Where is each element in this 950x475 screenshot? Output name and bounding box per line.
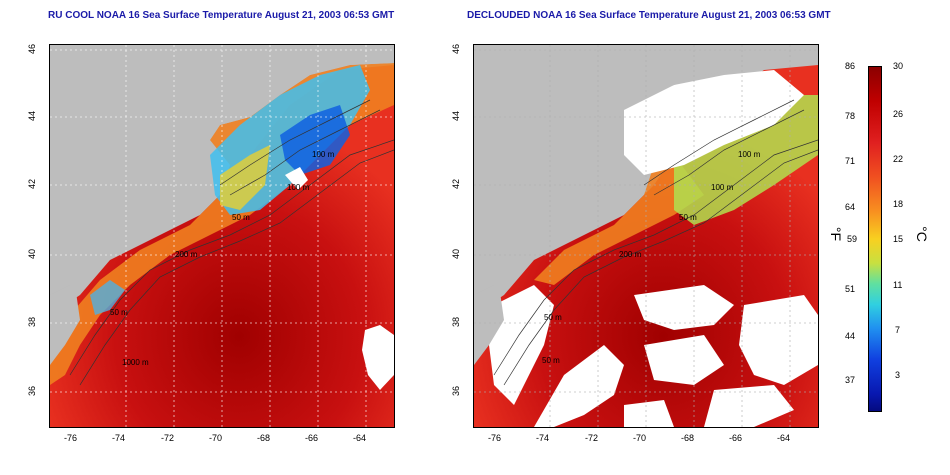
- contour-label: 200 m: [619, 250, 642, 259]
- contour-label: 50 m: [110, 308, 128, 317]
- cloud-mask: [634, 285, 734, 330]
- x-tick-label: -76: [488, 433, 502, 443]
- x-tick-label: -68: [257, 433, 271, 443]
- y-tick-label: 36: [451, 386, 461, 397]
- y-tick-label: 44: [27, 111, 37, 122]
- celsius-tick: 3: [895, 370, 901, 380]
- gulf-of-maine-cool: [674, 95, 818, 225]
- temperature-colorbar: [868, 66, 882, 412]
- cloud-mask: [534, 345, 624, 427]
- left-map-title: RU COOL NOAA 16 Sea Surface Temperature …: [48, 10, 395, 21]
- contour-label: 50 m: [679, 213, 697, 222]
- y-tick-label: 40: [27, 249, 37, 260]
- x-tick-label: -64: [353, 433, 367, 443]
- contour-label: 100 m: [287, 183, 310, 192]
- cloud-patch: [285, 167, 308, 190]
- y-tick-label: 38: [27, 317, 37, 328]
- y-tick-label: 44: [451, 111, 461, 122]
- x-tick-label: -66: [305, 433, 319, 443]
- delmarva: [474, 285, 504, 365]
- contour-label: 50 m: [232, 213, 250, 222]
- y-tick-label: 40: [451, 249, 461, 260]
- contour-label: 100 m: [711, 183, 734, 192]
- x-tick-label: -64: [777, 433, 791, 443]
- x-tick-label: -72: [161, 433, 175, 443]
- cloud-mask: [489, 285, 554, 405]
- x-tick-label: -66: [729, 433, 743, 443]
- celsius-tick: 30: [893, 61, 904, 71]
- left-sst-map: 100 m 100 m 50 m 200 m 50 m 1000 m: [49, 44, 395, 428]
- fahrenheit-tick: 51: [845, 284, 856, 294]
- land-mass: [50, 45, 394, 295]
- y-tick-label: 46: [27, 44, 37, 55]
- contour-label: 1000 m: [122, 358, 149, 367]
- y-tick-label: 38: [451, 317, 461, 328]
- fahrenheit-tick: 86: [845, 61, 856, 71]
- celsius-tick: 7: [895, 325, 901, 335]
- x-tick-label: -74: [536, 433, 550, 443]
- fahrenheit-unit-label: °F: [828, 226, 845, 242]
- y-tick-label: 42: [451, 179, 461, 190]
- contour-label: 50 m: [544, 313, 562, 322]
- fahrenheit-tick: 78: [845, 111, 856, 121]
- x-tick-label: -76: [64, 433, 78, 443]
- land-mass: [474, 45, 818, 295]
- x-tick-label: -74: [112, 433, 126, 443]
- celsius-tick: 11: [893, 280, 903, 290]
- right-sst-map: 100 m 100 m 50 m 200 m 50 m 50 m: [473, 44, 819, 428]
- cool-coastal: [90, 280, 125, 315]
- y-tick-label: 46: [451, 44, 461, 55]
- x-tick-label: -72: [585, 433, 599, 443]
- celsius-tick: 18: [893, 199, 904, 209]
- celsius-tick: 26: [893, 109, 904, 119]
- contour-label: 50 m: [542, 356, 560, 365]
- cloud-mask: [739, 295, 818, 385]
- cloud-patch: [362, 325, 394, 390]
- cloud-mask: [624, 400, 674, 427]
- y-tick-label: 42: [27, 179, 37, 190]
- cloud-mask: [644, 335, 724, 385]
- fahrenheit-tick: 59: [847, 234, 858, 244]
- fahrenheit-tick: 64: [845, 202, 856, 212]
- contour-label: 200 m: [175, 250, 198, 259]
- contour-label: 100 m: [312, 150, 335, 159]
- delmarva: [50, 285, 80, 365]
- x-tick-label: -70: [209, 433, 223, 443]
- contour-label: 100 m: [738, 150, 761, 159]
- celsius-tick: 22: [893, 154, 904, 164]
- cloud-mask: [704, 385, 794, 427]
- y-tick-label: 36: [27, 386, 37, 397]
- fahrenheit-tick: 37: [845, 375, 856, 385]
- right-map-title: DECLOUDED NOAA 16 Sea Surface Temperatur…: [467, 10, 831, 21]
- shelf-water: [534, 155, 704, 285]
- gulf-of-maine-cold: [280, 105, 350, 175]
- x-tick-label: -68: [681, 433, 695, 443]
- x-tick-label: -70: [633, 433, 647, 443]
- fahrenheit-tick: 44: [845, 331, 856, 341]
- fahrenheit-tick: 71: [845, 156, 856, 166]
- cloud-mask: [624, 70, 804, 175]
- celsius-unit-label: °C: [913, 226, 930, 242]
- celsius-tick: 15: [893, 234, 904, 244]
